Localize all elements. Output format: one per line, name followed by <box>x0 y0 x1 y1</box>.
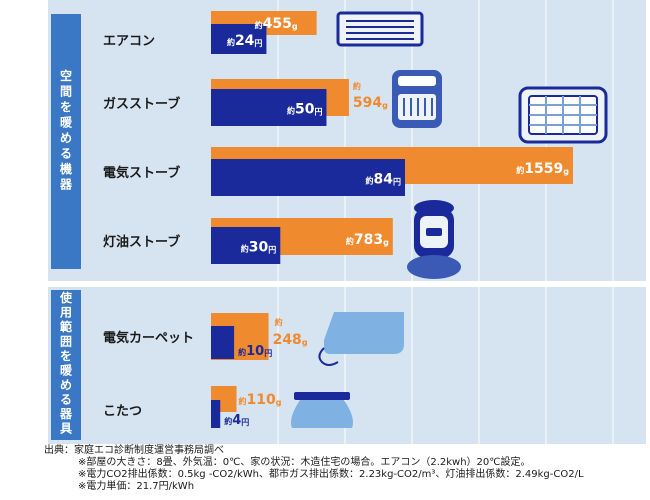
data-label: 約10円 <box>238 344 272 359</box>
data-label: 594g <box>353 95 388 111</box>
data-label: 248g <box>273 332 308 348</box>
group-label-char: 間 <box>60 85 72 99</box>
group-label-char: 器 <box>59 407 73 421</box>
group-label-char: 用 <box>59 306 72 320</box>
group-label-char: 器 <box>59 178 73 192</box>
group-label-char: 囲 <box>60 335 72 349</box>
group-label-char: 範 <box>60 319 72 334</box>
group-label-char: め <box>60 378 72 392</box>
data-label: 約24円 <box>227 33 262 49</box>
data-label: 約50円 <box>287 102 322 118</box>
electric-stove-icon <box>518 86 608 144</box>
group-label-char: を <box>60 100 72 114</box>
room-note: ※部屋の大きさ：8畳、外気温：0℃、家の状況：木造住宅の場合。エアコン（2.2k… <box>78 457 531 468</box>
group-label-char: 空 <box>60 68 72 83</box>
data-label: 約4円 <box>224 413 249 428</box>
data-label: 約1559g <box>516 161 569 177</box>
group-label-char: を <box>60 349 72 363</box>
bar-cost <box>211 326 235 359</box>
data-label: 約84円 <box>366 172 401 188</box>
group-label-char: め <box>60 131 72 145</box>
icons <box>291 11 608 428</box>
bar-cost <box>211 159 405 196</box>
category-label: 電気ストーブ <box>103 165 180 181</box>
data-label: 約455g <box>255 16 298 32</box>
data-label-prefix: 約 <box>353 81 361 91</box>
value-labels: 約455g約24円約594g約50円約1559g約84円約783g約30円約24… <box>224 16 569 428</box>
category-label: ガスストーブ <box>103 96 180 112</box>
data-label-prefix: 約 <box>275 317 283 327</box>
bar-cost <box>211 227 281 264</box>
group-label-char: 暖 <box>60 115 73 130</box>
data-label: 約783g <box>346 232 389 248</box>
category-label: 灯油ストーブ <box>103 234 180 250</box>
kotatsu-icon <box>291 392 353 428</box>
group-label-char: る <box>60 147 72 161</box>
bars <box>211 11 573 428</box>
kerosene-stove-icon <box>407 200 461 279</box>
air-conditioner-icon <box>336 11 424 47</box>
group-label-char: る <box>60 393 72 407</box>
category-label: こたつ <box>103 404 142 419</box>
category-label: 電気カーペット <box>103 330 194 346</box>
bar-cost <box>211 400 221 428</box>
group-label-char: 暖 <box>60 363 73 378</box>
bar-cost <box>211 24 267 54</box>
group-label-char: 具 <box>60 422 72 436</box>
group-label-char: 機 <box>60 161 72 176</box>
gas-stove-icon <box>392 70 442 128</box>
sidebar-top <box>51 14 81 269</box>
sidebar-bottom <box>51 290 81 440</box>
bar-cost <box>211 89 327 126</box>
source-note: 出典：家庭エコ診断制度運営事務局調べ <box>44 445 224 456</box>
emission-note: ※電力CO2排出係数：0.5kg -CO2/kWh、都市ガス排出係数：2.23k… <box>78 469 584 480</box>
data-label: 約110g <box>239 392 282 408</box>
electric-carpet-icon <box>318 312 404 366</box>
category-label: エアコン <box>103 34 155 49</box>
data-label: 約30円 <box>241 240 276 256</box>
group-label-char: 使 <box>59 290 73 305</box>
price-note: ※電力単価：21.7円/kWh <box>78 481 195 492</box>
